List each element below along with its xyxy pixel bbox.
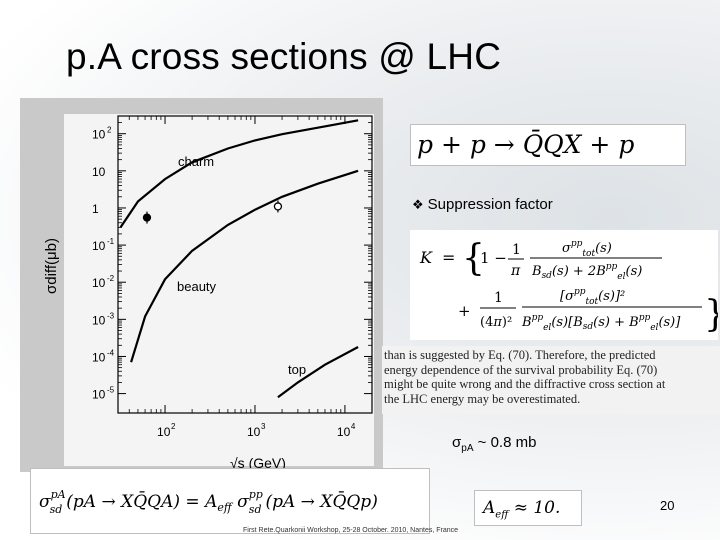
data-point xyxy=(142,213,152,222)
series-line-top xyxy=(277,346,359,399)
x-tick-exponent: 2 xyxy=(171,422,176,431)
sigma-symbol: σ xyxy=(452,434,462,451)
x-tick-exponent: 4 xyxy=(351,422,356,431)
slide-footer: First Rete.Quarkonii Workshop, 25-28 Oct… xyxy=(243,527,459,534)
pa-cross-section-equation: σpA sd (pA → XQ̄QA) = Aeff σpp sd (pA → XQ̄Q… xyxy=(30,468,430,534)
y-tick-exponent: -2 xyxy=(107,274,115,283)
y-tick-label: 10 xyxy=(92,350,106,364)
pa-equation-svg: σpA sd (pA → XQ̄QA) = Aeff σpp sd (pA → XQ̄Q… xyxy=(39,488,378,516)
paper-line: than is suggested by Eq. (70). Therefore… xyxy=(384,348,656,362)
series-line-beauty xyxy=(130,169,359,363)
y-tick-label: 10 xyxy=(92,388,106,402)
svg-text:Bppel(s)[Bsd(s) + Bppel(s)]: Bppel(s)[Bsd(s) + Bppel(s)] xyxy=(521,313,681,333)
y-tick-label: 10 xyxy=(92,165,106,179)
suppression-bullet: ❖ Suppression factor xyxy=(412,196,553,213)
y-tick-label: 1 xyxy=(92,202,99,216)
y-tick-label: 10 xyxy=(92,313,106,327)
svg-text:[σpptot(s)]²: [σpptot(s)]² xyxy=(560,287,625,307)
svg-text:{: { xyxy=(462,238,485,279)
x-tick-label: 10 xyxy=(247,425,261,439)
y-tick-label: 10 xyxy=(92,128,106,142)
y-tick-exponent: -1 xyxy=(107,237,115,246)
paper-line: might be quite wrong and the diffractive… xyxy=(384,377,666,391)
series-label-top: top xyxy=(288,362,306,377)
reaction-equation: p + p → Q̄QX + p xyxy=(417,130,635,159)
svg-text:K: K xyxy=(419,248,433,267)
svg-text:=: = xyxy=(442,248,455,267)
page-number: 20 xyxy=(660,498,675,513)
y-axis-label: σdiff(μb) xyxy=(43,238,60,294)
suppression-label: Suppression factor xyxy=(427,196,553,213)
reaction-equation-box: p + p → Q̄QX + p xyxy=(410,124,686,166)
sigma-value: ~ 0.8 mb xyxy=(473,434,537,451)
sigma-subscript: pA xyxy=(461,443,474,454)
plot-frame xyxy=(117,115,373,414)
k-equation-svg: K = { 1 − 1 π σpptot(s) Bsd(s) + 2Bppel(… xyxy=(419,238,720,335)
aeff-value: Aeff ≈ 10. xyxy=(483,498,561,521)
x-tick-label: 10 xyxy=(157,425,171,439)
y-tick-label: 10 xyxy=(92,239,106,253)
svg-text:}: } xyxy=(704,294,718,335)
slide-title: p.A cross sections @ LHC xyxy=(66,36,502,77)
y-tick-exponent: -4 xyxy=(107,348,115,357)
series-label-charm: charm xyxy=(178,154,214,169)
plot-panel: 10 2 10 1 10 -1 10 -2 10 -3 10 -4 10 -5 10 2 10 3 10 4 charm… xyxy=(20,98,383,472)
svg-text:(4π)²: (4π)² xyxy=(480,315,512,330)
sigma-pa-note: σpA ~ 0.8 mb xyxy=(452,434,536,454)
aeff-equation: Aeff ≈ 10. xyxy=(474,490,582,526)
x-axis-label: √s (GeV) xyxy=(230,455,286,471)
y-tick-exponent: -3 xyxy=(107,311,115,320)
svg-text:1 −: 1 − xyxy=(480,249,507,267)
plot-area xyxy=(64,114,374,466)
svg-text:σpptot(s): σpptot(s) xyxy=(562,239,612,259)
paper-line: the LHC energy may be overestimated. xyxy=(384,391,581,406)
svg-text:1: 1 xyxy=(512,242,521,258)
svg-text:1: 1 xyxy=(494,290,503,306)
paper-excerpt: than is suggested by Eq. (70). Therefore… xyxy=(382,346,720,414)
y-tick-exponent: 2 xyxy=(107,126,112,135)
series-line-charm xyxy=(119,119,359,229)
svg-text:+: + xyxy=(458,302,471,320)
svg-text:Bsd(s) + 2Bppel(s): Bsd(s) + 2Bppel(s) xyxy=(531,262,642,282)
svg-text:π: π xyxy=(510,263,521,279)
paper-line: energy dependence of the survival probab… xyxy=(384,362,658,377)
x-tick-label: 10 xyxy=(337,425,351,439)
data-point xyxy=(273,202,283,211)
diamond-bullet-icon: ❖ xyxy=(412,197,424,212)
y-tick-exponent: -5 xyxy=(107,386,115,395)
suppression-factor-equation: K = { 1 − 1 π σpptot(s) Bsd(s) + 2Bppel(… xyxy=(410,230,720,340)
x-tick-exponent: 3 xyxy=(261,422,266,431)
series-label-beauty: beauty xyxy=(177,279,217,294)
y-tick-label: 10 xyxy=(92,276,106,290)
